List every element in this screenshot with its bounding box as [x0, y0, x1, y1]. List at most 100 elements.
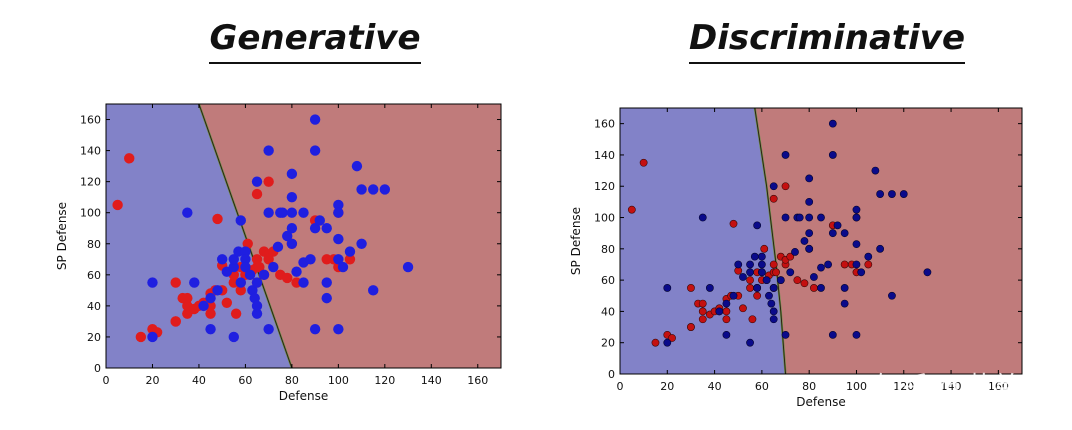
- generative-blue-point: [228, 261, 239, 273]
- discriminative-blue-point: [757, 268, 766, 277]
- generative-blue-point: [258, 269, 270, 281]
- generative-blue-point: [314, 215, 325, 226]
- discriminative-red-point: [781, 182, 790, 191]
- generative-ytick-label: 60: [87, 269, 101, 282]
- discriminative-red-point: [687, 323, 695, 331]
- discriminative-blue-point: [805, 213, 814, 222]
- discriminative-blue-point: [888, 190, 896, 198]
- discriminative-red-point: [772, 268, 780, 277]
- generative-blue-point: [333, 233, 344, 245]
- discriminative-ytick-label: 60: [601, 274, 615, 287]
- generative-blue-point: [321, 292, 332, 304]
- generative-blue-point: [309, 114, 321, 125]
- generative-blue-point: [251, 277, 263, 288]
- discriminative-blue-point: [840, 284, 849, 292]
- generative-blue-point: [337, 261, 349, 273]
- generative-blue-point: [298, 277, 309, 288]
- generative-ylabel: SP Defense: [55, 202, 69, 270]
- discriminative-blue-point: [852, 240, 861, 249]
- discriminative-blue-point: [888, 291, 896, 300]
- generative-blue-point: [286, 238, 298, 249]
- generative-ytick-label: 160: [80, 114, 101, 127]
- discriminative-blue-point: [824, 260, 832, 269]
- discriminative-blue-point: [876, 190, 885, 198]
- discriminative-blue-point: [828, 330, 837, 339]
- discriminative-red-point: [668, 334, 676, 342]
- generative-blue-point: [235, 277, 246, 288]
- generative-blue-point: [368, 184, 379, 195]
- generative-blue-point: [272, 241, 284, 253]
- discriminative-red-point: [769, 194, 778, 203]
- generative-blue-point: [205, 292, 216, 304]
- generative-xtick-label: 0: [103, 374, 110, 387]
- generative-blue-point: [263, 323, 274, 335]
- discriminative-xlabel: Defense: [796, 395, 845, 409]
- generative-blue-point: [356, 184, 367, 195]
- discriminative-blue-point: [753, 221, 762, 230]
- generative-blue-point: [198, 300, 209, 312]
- discriminative-ytick-label: 0: [608, 368, 615, 381]
- discriminative-red-point: [698, 299, 707, 308]
- generative-red-point: [221, 297, 233, 308]
- discriminative-blue-point: [857, 268, 866, 277]
- discriminative-blue-point: [753, 284, 762, 292]
- generative-xtick-label: 120: [374, 374, 395, 387]
- discriminative-blue-point: [663, 284, 672, 292]
- generative-red-point: [182, 292, 193, 304]
- discriminative-blue-point: [817, 284, 825, 292]
- discriminative-plot-frame: [619, 107, 1023, 375]
- discriminative-blue-point: [828, 229, 837, 238]
- discriminative-blue-point: [805, 229, 814, 238]
- generative-red-point: [344, 254, 356, 265]
- generative-ytick-label: 20: [87, 331, 101, 344]
- discriminative-ytick-label: 100: [594, 212, 615, 225]
- generative-xtick-label: 80: [285, 374, 299, 387]
- generative-blue-point: [277, 207, 288, 218]
- generative-blue-point: [189, 277, 200, 288]
- discriminative-blue-point: [840, 299, 849, 308]
- discriminative-red-point: [746, 284, 754, 292]
- discriminative-blue-point: [722, 299, 731, 308]
- generative-ytick-label: 40: [87, 300, 101, 313]
- discriminative-blue-point: [757, 260, 766, 269]
- generative-ytick-label: 80: [87, 238, 101, 251]
- discriminative-blue-point: [840, 229, 849, 238]
- discriminative-blue-point: [795, 213, 804, 222]
- generative-blue-point: [291, 266, 302, 277]
- discriminative-xtick-label: 60: [755, 380, 769, 393]
- generative-red-point: [254, 261, 265, 273]
- discriminative-blue-point: [781, 151, 790, 159]
- generative-red-point: [230, 308, 242, 319]
- discriminative-blue-point: [805, 244, 814, 253]
- discriminative-red-point: [793, 276, 802, 285]
- discriminative-blue-point: [899, 190, 908, 198]
- generative-red-point: [235, 285, 246, 296]
- discriminative-blue-point: [698, 213, 707, 222]
- generative-red-point: [124, 153, 135, 164]
- discriminative-blue-point: [805, 197, 814, 206]
- discriminative-red-point: [698, 315, 707, 324]
- generative-blue-point: [402, 261, 414, 273]
- discriminative-red-point: [800, 279, 809, 288]
- generative-red-point: [205, 308, 216, 319]
- discriminative-blue-point: [769, 315, 778, 324]
- generative-xtick-label: 160: [467, 374, 488, 387]
- discriminative-blue-point: [800, 237, 809, 245]
- generative-blue-point: [251, 308, 263, 319]
- generative-blue-point: [147, 331, 158, 343]
- discriminative-xtick-label: 120: [893, 380, 914, 393]
- generative-ytick-label: 100: [80, 207, 101, 220]
- generative-blue-point: [212, 285, 223, 296]
- generative-blue-point: [240, 261, 251, 273]
- generative-blue-point: [244, 269, 256, 281]
- discriminative-blue-point: [864, 252, 873, 261]
- discriminative-red-point: [722, 315, 731, 324]
- discriminative-xtick-label: 40: [708, 380, 722, 393]
- discriminative-blue-point: [817, 263, 825, 272]
- generative-boundary-line: [198, 103, 293, 369]
- generative-blue-point: [282, 230, 293, 242]
- discriminative-blue-point: [791, 248, 799, 256]
- generative-xtick-label: 20: [145, 374, 159, 387]
- discriminative-blue-point: [729, 291, 738, 300]
